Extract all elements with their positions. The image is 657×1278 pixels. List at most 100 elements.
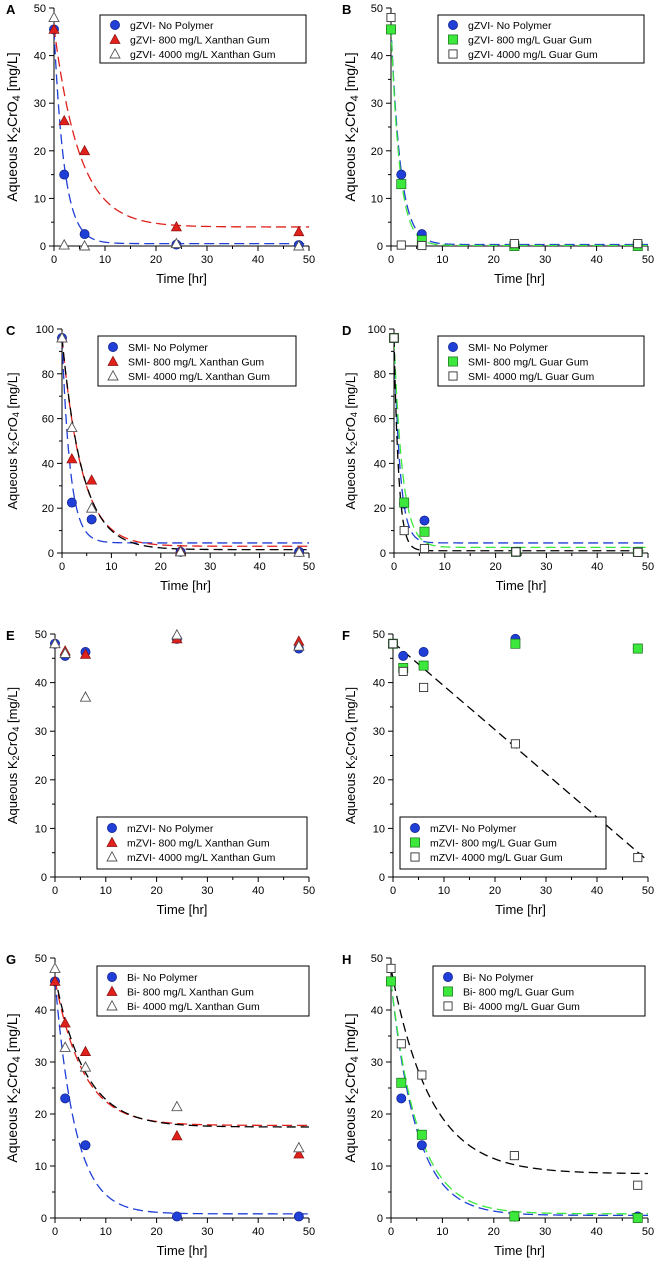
data-point-series-2	[79, 1045, 92, 1056]
legend-entry: SMI- No Polymer	[128, 342, 208, 354]
data-point-series-3	[293, 239, 305, 251]
y-tick-label: 20	[371, 146, 383, 158]
data-point-series-1	[66, 497, 77, 508]
y-tick-label: 60	[374, 414, 386, 426]
x-tick-label: 0	[51, 254, 57, 266]
legend-marker	[443, 986, 453, 997]
data-point-series-2	[509, 1211, 520, 1222]
data-point-series-3	[633, 853, 643, 863]
data-point-series-3	[66, 421, 78, 433]
data-point-series-2	[49, 975, 61, 986]
data-point-series-1	[60, 1093, 71, 1104]
y-tick-label: 20	[42, 503, 54, 515]
legend: mZVI- No Polymer mZVI- 800 mg/L Guar Gum m…	[399, 816, 607, 870]
legend-marker	[448, 371, 458, 381]
y-tick-label: 10	[373, 823, 385, 835]
legend-marker	[448, 356, 458, 367]
y-tick-label: 20	[34, 146, 46, 158]
x-tick-label: 10	[105, 561, 117, 573]
legend-marker	[109, 33, 121, 44]
data-point-series-1	[419, 515, 430, 526]
data-point-series-3	[396, 1039, 406, 1049]
x-tick-label: 50	[642, 561, 654, 573]
fit-curve-2	[391, 26, 648, 246]
y-axis-title: Aqueous K2CrO4 [mg/L]	[4, 1013, 23, 1162]
fit-curve-1	[394, 339, 648, 544]
panel-letter: F	[342, 628, 350, 643]
x-tick-label: 0	[59, 561, 65, 573]
legend-entry: gZVI- No Polymer	[130, 20, 214, 32]
data-point-series-3	[56, 331, 68, 343]
data-point-series-2	[58, 114, 70, 126]
chart-panel-d: D 0 10 20 30 40 50 0 20 40 60 80 100 Time [hr] Aqueous…	[342, 323, 654, 593]
y-tick-label: 0	[377, 241, 383, 253]
chart-panel-h: H 0 10 20 30 40 50 0 10 20 30 40 50 Time [hr] Aqueous …	[342, 952, 654, 1258]
x-tick-label: 20	[488, 1226, 500, 1238]
x-tick-label: 20	[489, 885, 501, 897]
legend-entry: gZVI- 4000 mg/L Guar Gum	[468, 49, 598, 61]
fit-curve-2	[394, 339, 648, 549]
x-tick-label: 50	[642, 1226, 654, 1238]
data-point-series-2	[86, 474, 98, 485]
y-tick-label: 10	[371, 1161, 383, 1173]
data-point-series-1	[398, 650, 409, 661]
x-tick-label: 40	[590, 254, 602, 266]
data-point-series-3	[398, 666, 408, 676]
y-tick-label: 50	[34, 3, 46, 15]
data-point-series-3	[509, 239, 519, 249]
legend: gZVI- No Polymer gZVI- 800 mg/L Guar Gum g…	[437, 14, 645, 64]
x-tick-label: 0	[388, 1226, 394, 1238]
legend-marker	[443, 1001, 453, 1011]
fit-curve-3	[55, 976, 309, 1128]
y-tick-label: 0	[40, 241, 46, 253]
legend-frame	[96, 965, 310, 1017]
legend-entry: Bi- No Polymer	[127, 972, 198, 984]
panel-letter: D	[342, 323, 351, 338]
x-tick-label: 30	[539, 1226, 551, 1238]
y-tick-label: 0	[377, 1213, 383, 1225]
chart-panel-c: C 0 10 20 30 40 50 0 20 40 60 80 100 Time [hr] Aqueous…	[5, 323, 315, 593]
data-point-series-3	[633, 547, 643, 557]
legend-entry: mZVI- 4000 mg/L Xanthan Gum	[127, 852, 276, 864]
x-axis-title: Time [hr]	[496, 578, 547, 593]
fit-curve-1	[391, 25, 648, 246]
legend: Bi- No Polymer Bi- 800 mg/L Xanthan Gum Bi…	[96, 965, 310, 1017]
data-point-series-1	[416, 1140, 427, 1151]
data-point-series-3	[511, 547, 521, 557]
y-tick-label: 50	[35, 629, 47, 641]
legend-entry: mZVI- No Polymer	[430, 823, 517, 835]
y-tick-label: 40	[371, 1005, 383, 1017]
x-axis-title: Time [hr]	[495, 902, 546, 917]
y-tick-label: 10	[35, 823, 47, 835]
legend-marker	[109, 47, 121, 59]
data-point-series-2	[59, 1017, 71, 1028]
y-tick-label: 30	[371, 98, 383, 110]
y-tick-label: 80	[374, 369, 386, 381]
y-tick-label: 20	[371, 1109, 383, 1121]
panel-letter: H	[342, 952, 351, 967]
data-point-series-2	[48, 23, 60, 34]
legend-entry: mZVI- 800 mg/L Guar Gum	[430, 838, 557, 850]
x-tick-label: 20	[150, 254, 162, 266]
chart-panel-e: E 0 10 20 30 40 50 0 10 20 30 40 50 Time [hr] Aqueous …	[5, 628, 315, 917]
y-tick-label: 60	[42, 414, 54, 426]
legend-entry: gZVI- 800 mg/L Guar Gum	[468, 35, 592, 47]
x-tick-label: 50	[642, 254, 654, 266]
legend-marker	[108, 342, 118, 352]
legend-entry: SMI- 800 mg/L Xanthan Gum	[128, 357, 264, 369]
y-tick-label: 0	[48, 548, 54, 560]
legend-marker	[106, 999, 118, 1011]
panel-letter: C	[6, 323, 16, 338]
data-point-series-2	[632, 643, 643, 654]
data-point-series-3	[386, 963, 396, 973]
data-point-series-1	[418, 647, 429, 657]
y-tick-label: 10	[35, 1161, 47, 1173]
y-tick-label: 40	[42, 458, 54, 470]
data-point-series-2	[293, 1148, 305, 1159]
data-point-series-3	[633, 239, 643, 249]
legend-entry: SMI- 4000 mg/L Guar Gum	[468, 371, 594, 383]
y-tick-label: 40	[371, 51, 383, 63]
y-tick-label: 100	[368, 324, 386, 336]
y-tick-label: 40	[35, 1005, 47, 1017]
y-tick-label: 40	[373, 678, 385, 690]
